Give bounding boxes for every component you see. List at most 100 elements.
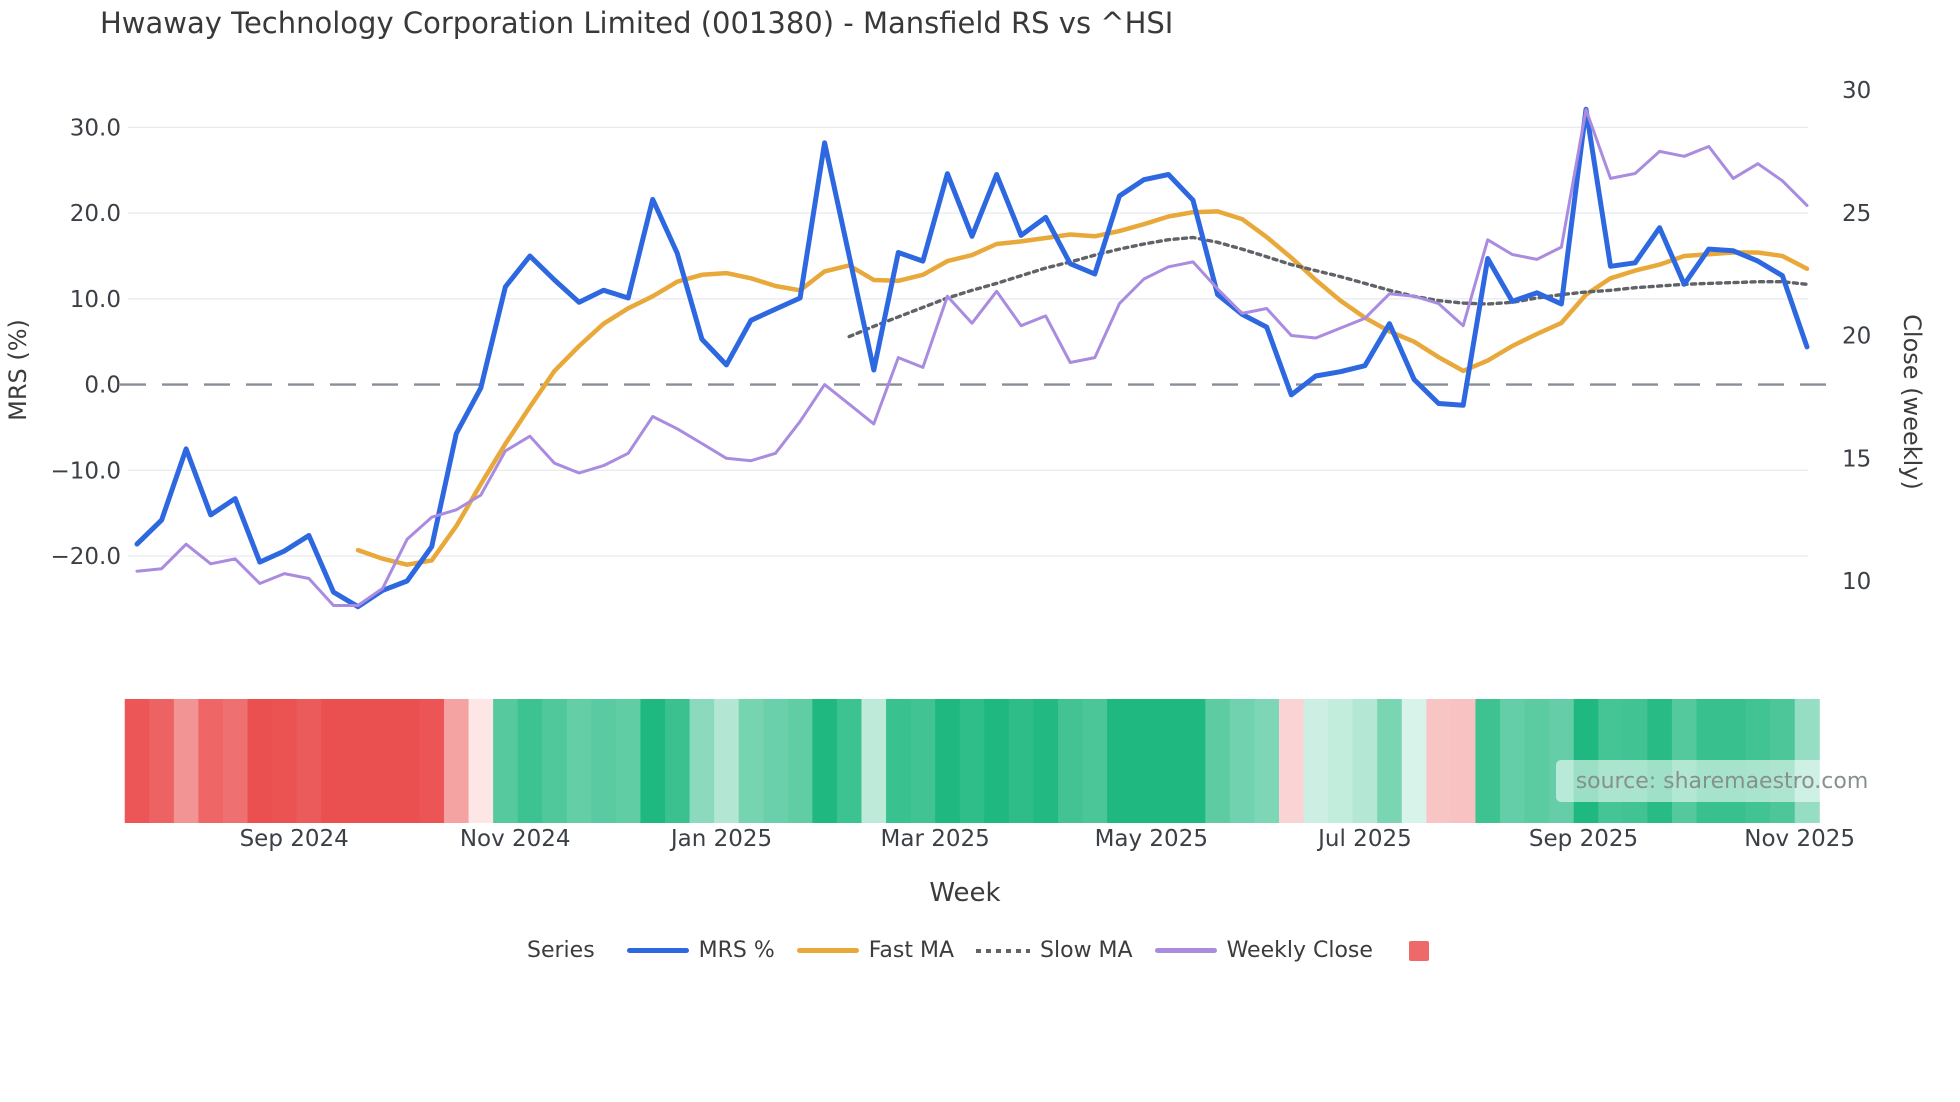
- heatmap-cell: [1450, 699, 1476, 823]
- heatmap-cell: [1205, 699, 1231, 823]
- heatmap-cell: [247, 699, 273, 823]
- y-tick-label-left: 10.0: [70, 287, 121, 313]
- y-tick-label-left: 0.0: [84, 373, 121, 399]
- heatmap-cell: [665, 699, 691, 823]
- mrs-line-swatch-icon: [626, 948, 689, 953]
- legend-title: Series: [527, 938, 595, 963]
- legend-item-label: Fast MA: [868, 938, 955, 963]
- x-axis-label: Week: [929, 878, 1001, 908]
- legend-item-fast-ma[interactable]: Fast MA: [796, 938, 955, 963]
- heatmap-cell: [836, 699, 862, 823]
- legend-item-weekly-close[interactable]: Weekly Close: [1154, 938, 1373, 963]
- y-tick-label-right: 25: [1842, 201, 1871, 227]
- heatmap-cell: [493, 699, 519, 823]
- page-title: Hwaway Technology Corporation Limited (0…: [100, 6, 1174, 40]
- y-tick-label-left: 30.0: [70, 115, 121, 141]
- heatmap-cell: [272, 699, 298, 823]
- legend-item-slow-ma[interactable]: Slow MA: [976, 938, 1133, 963]
- weekly-close-line-swatch-icon: [1154, 948, 1217, 953]
- fast-ma-line-swatch-icon: [796, 948, 859, 953]
- y-tick-label-left: −20.0: [51, 544, 121, 570]
- heatmap-cell: [1524, 699, 1550, 823]
- heatmap-cell: [886, 699, 912, 823]
- heatmap-cell: [812, 699, 838, 823]
- heatmap-cell: [1352, 699, 1378, 823]
- heatmap-cell: [738, 699, 764, 823]
- legend-item-mrs[interactable]: MRS %: [626, 938, 775, 963]
- x-tick-label: Sep 2025: [1529, 826, 1638, 852]
- heatmap-cell: [419, 699, 445, 823]
- heatmap-cell: [787, 699, 813, 823]
- heatmap-cell: [714, 699, 740, 823]
- legend-item-label: Weekly Close: [1226, 938, 1373, 963]
- y-tick-label-right: 15: [1842, 446, 1871, 472]
- heatmap-cell: [984, 699, 1010, 823]
- legend: Series MRS % Fast MA Slow MA Weekly Clos…: [527, 938, 1429, 963]
- heatmap-cell: [1008, 699, 1034, 823]
- heatmap-cell: [1156, 699, 1182, 823]
- heatmap-cell: [345, 699, 371, 823]
- heatmap-cell: [149, 699, 175, 823]
- heatmap-cell: [443, 699, 470, 823]
- heatmap-cell: [566, 699, 592, 823]
- series-fast-ma: [355, 209, 1810, 567]
- heatmap-cell: [1131, 699, 1157, 823]
- heatmap-cell: [198, 699, 224, 823]
- heatmap-cell: [542, 699, 568, 823]
- heatmap-cell: [763, 699, 789, 823]
- heatmap-cell: [615, 699, 641, 823]
- heatmap-cell: [1180, 699, 1206, 823]
- heatmap-cell: [370, 699, 396, 823]
- heatmap-cell: [689, 699, 715, 823]
- legend-item-label: Slow MA: [1040, 938, 1133, 963]
- heatmap-cell: [910, 699, 936, 823]
- source-badge: source: sharemaestro.com: [1556, 760, 1888, 802]
- heatmap-cell: [321, 699, 347, 823]
- y-tick-label-right: 20: [1842, 324, 1871, 350]
- x-tick-label: May 2025: [1095, 826, 1208, 852]
- x-tick-label: Jan 2025: [669, 826, 772, 852]
- series-weekly-close: [135, 108, 1809, 607]
- legend-item-heatmap[interactable]: [1408, 940, 1429, 961]
- x-tick-label: Nov 2025: [1744, 826, 1855, 852]
- heatmap-cell: [861, 699, 887, 823]
- heatmap-cell: [296, 699, 322, 823]
- y-tick-label-left: 20.0: [70, 201, 121, 227]
- heatmap-cell: [640, 699, 666, 823]
- heatmap-cell: [222, 699, 249, 823]
- series-mrs-: [134, 106, 1810, 610]
- y-axis-label-right: Close (weekly): [1898, 314, 1926, 490]
- heatmap-cell: [1426, 699, 1452, 823]
- heatmap-cell: [1500, 699, 1526, 823]
- heatmap-cell: [517, 699, 543, 823]
- slow-ma-dotted-swatch-icon: [976, 948, 1031, 953]
- heatmap-cell: [1328, 699, 1354, 823]
- heatmap-cell: [1254, 699, 1280, 823]
- heatmap-cell: [173, 699, 199, 823]
- heatmap-cell: [124, 699, 150, 823]
- heatmap-cell: [1229, 699, 1255, 823]
- heatmap-cell: [1033, 699, 1059, 823]
- y-tick-label-left: −10.0: [51, 458, 121, 484]
- heatmap-cell: [591, 699, 617, 823]
- heatmap-cell: [1107, 699, 1133, 823]
- heatmap-cell: [1057, 699, 1084, 823]
- x-tick-label: Mar 2025: [881, 826, 990, 852]
- heatmap-cell: [1377, 699, 1403, 823]
- series-slow-ma: [847, 235, 1809, 339]
- heatmap-cell: [1401, 699, 1427, 823]
- legend-item-label: MRS %: [698, 938, 775, 963]
- heatmap-cell: [394, 699, 420, 823]
- y-tick-label-right: 30: [1842, 78, 1871, 104]
- heatmap-square-swatch-icon: [1408, 940, 1429, 961]
- heatmap-cell: [1475, 699, 1501, 823]
- heatmap-cell: [935, 699, 961, 823]
- heatmap-cell: [1278, 699, 1305, 823]
- x-tick-label: Jul 2025: [1316, 826, 1412, 852]
- x-tick-label: Nov 2024: [460, 826, 571, 852]
- y-tick-label-right: 10: [1842, 569, 1871, 595]
- x-tick-label: Sep 2024: [240, 826, 349, 852]
- heatmap-cell: [1082, 699, 1108, 823]
